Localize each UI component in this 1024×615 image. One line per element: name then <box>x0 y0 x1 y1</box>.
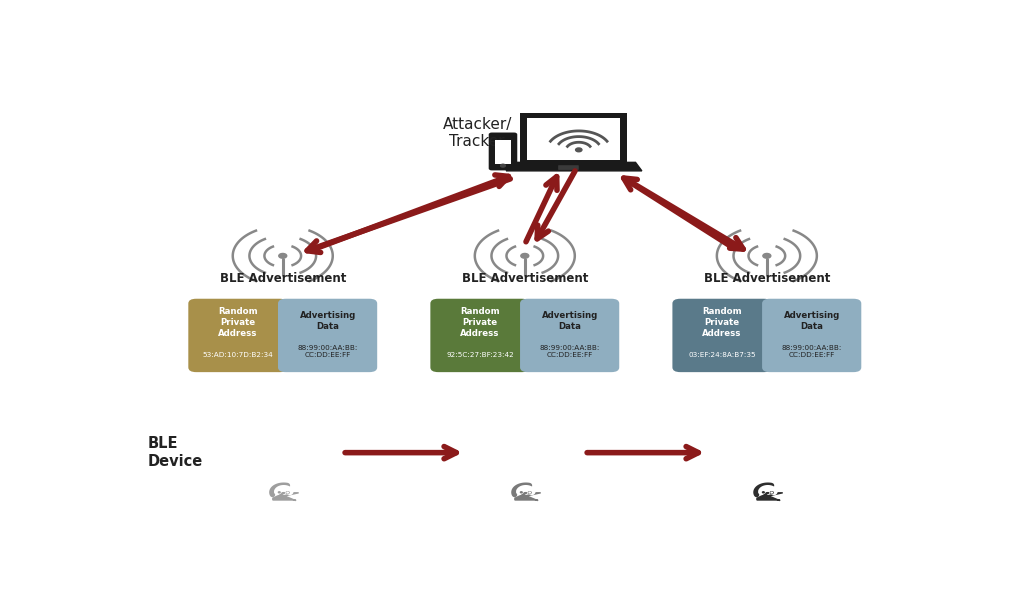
Circle shape <box>286 491 290 494</box>
FancyBboxPatch shape <box>278 299 377 372</box>
FancyBboxPatch shape <box>558 165 579 170</box>
FancyBboxPatch shape <box>762 299 861 372</box>
Text: 92:5C:27:BF:23:42: 92:5C:27:BF:23:42 <box>446 352 514 357</box>
Circle shape <box>520 492 522 493</box>
Circle shape <box>501 164 506 167</box>
Text: Attacker/
Tracker: Attacker/ Tracker <box>442 117 512 149</box>
Polygon shape <box>757 489 782 501</box>
Circle shape <box>771 492 772 493</box>
Text: BLE
Device: BLE Device <box>147 437 203 469</box>
Circle shape <box>527 491 531 494</box>
Circle shape <box>287 492 289 493</box>
Circle shape <box>528 492 531 493</box>
FancyBboxPatch shape <box>520 113 627 165</box>
Text: 88:99:00:AA:BB:
CC:DD:EE:FF: 88:99:00:AA:BB: CC:DD:EE:FF <box>297 345 357 358</box>
Circle shape <box>529 492 530 493</box>
Text: 88:99:00:AA:BB:
CC:DD:EE:FF: 88:99:00:AA:BB: CC:DD:EE:FF <box>540 345 600 358</box>
Text: BLE Advertisement: BLE Advertisement <box>703 272 830 285</box>
Circle shape <box>771 492 773 493</box>
Circle shape <box>278 491 281 493</box>
FancyBboxPatch shape <box>430 299 529 372</box>
Polygon shape <box>272 489 299 501</box>
Circle shape <box>529 492 531 493</box>
Circle shape <box>520 491 523 493</box>
Circle shape <box>288 492 290 493</box>
Circle shape <box>762 491 765 493</box>
Text: Random
Private
Address: Random Private Address <box>702 307 741 338</box>
Polygon shape <box>506 162 642 171</box>
Text: Advertising
Data: Advertising Data <box>299 311 355 331</box>
Text: BLE Advertisement: BLE Advertisement <box>219 272 346 285</box>
Text: 53:AD:10:7D:B2:34: 53:AD:10:7D:B2:34 <box>203 352 273 357</box>
Text: Advertising
Data: Advertising Data <box>783 311 840 331</box>
Circle shape <box>770 491 774 494</box>
Circle shape <box>763 253 771 258</box>
Text: 03:EF:24:8A:B7:35: 03:EF:24:8A:B7:35 <box>688 352 756 357</box>
Circle shape <box>575 148 582 152</box>
FancyBboxPatch shape <box>526 118 621 159</box>
Circle shape <box>763 492 764 493</box>
FancyBboxPatch shape <box>488 132 517 170</box>
Text: Random
Private
Address: Random Private Address <box>218 307 258 338</box>
Text: Random
Private
Address: Random Private Address <box>460 307 500 338</box>
Circle shape <box>770 492 773 493</box>
Circle shape <box>521 253 528 258</box>
Circle shape <box>279 492 281 493</box>
Polygon shape <box>515 489 541 501</box>
Text: Advertising
Data: Advertising Data <box>542 311 598 331</box>
Text: 88:99:00:AA:BB:
CC:DD:EE:FF: 88:99:00:AA:BB: CC:DD:EE:FF <box>781 345 842 358</box>
FancyBboxPatch shape <box>188 299 288 372</box>
FancyBboxPatch shape <box>520 299 620 372</box>
FancyBboxPatch shape <box>495 140 511 164</box>
Circle shape <box>287 492 289 493</box>
Circle shape <box>279 253 287 258</box>
Text: BLE Advertisement: BLE Advertisement <box>462 272 588 285</box>
FancyBboxPatch shape <box>673 299 772 372</box>
